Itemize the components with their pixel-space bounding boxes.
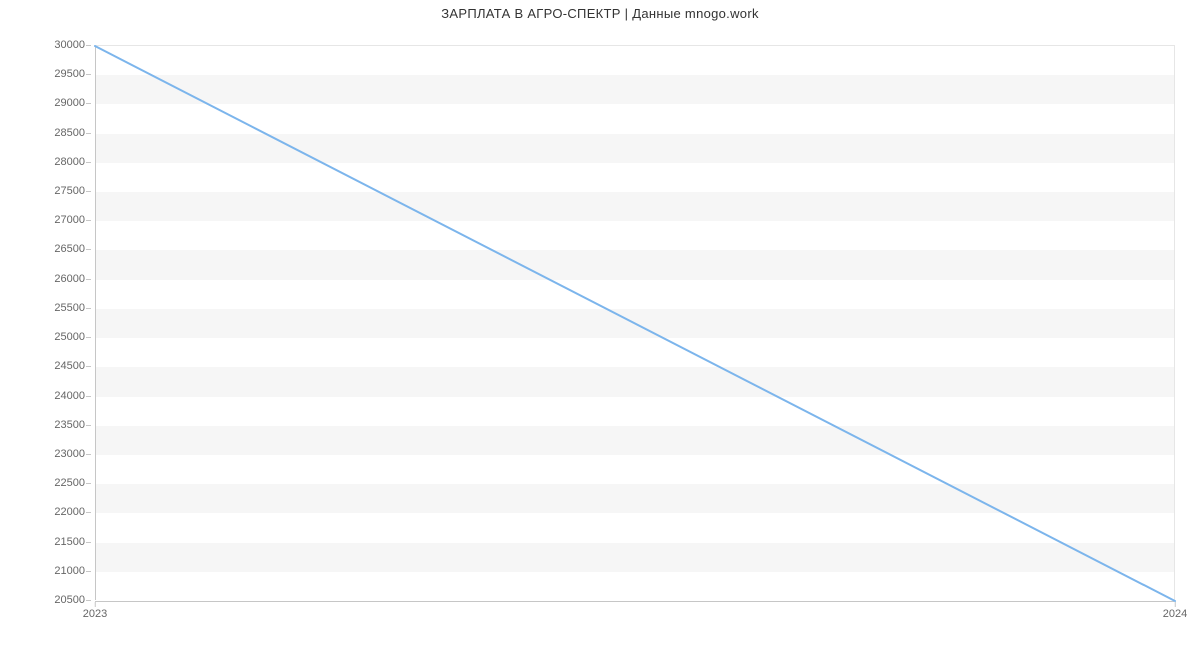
y-tick: 25500 [0, 302, 85, 314]
y-tick: 22500 [0, 477, 85, 489]
y-tick: 21000 [0, 565, 85, 577]
x-axis-line [95, 601, 1174, 602]
y-tick-label: 25500 [54, 302, 85, 314]
y-tick-label: 22000 [54, 506, 85, 518]
y-tick: 28500 [0, 127, 85, 139]
line-series [95, 46, 1175, 601]
y-tick-label: 30000 [54, 39, 85, 51]
y-tick-label: 24000 [54, 390, 85, 402]
y-tick-label: 29500 [54, 68, 85, 80]
y-tick-label: 28500 [54, 127, 85, 139]
salary-line-chart: ЗАРПЛАТА В АГРО-СПЕКТР | Данные mnogo.wo… [0, 0, 1200, 650]
x-tick: 2023 [83, 608, 107, 620]
plot-area [95, 45, 1175, 600]
y-tick: 24500 [0, 360, 85, 372]
y-tick-label: 22500 [54, 477, 85, 489]
y-tick: 29500 [0, 68, 85, 80]
y-tick-label: 23000 [54, 448, 85, 460]
y-tick: 27500 [0, 185, 85, 197]
y-tick-label: 26000 [54, 273, 85, 285]
y-tick-label: 25000 [54, 331, 85, 343]
y-tick: 22000 [0, 506, 85, 518]
y-tick: 21500 [0, 536, 85, 548]
y-tick-label: 20500 [54, 594, 85, 606]
chart-title: ЗАРПЛАТА В АГРО-СПЕКТР | Данные mnogo.wo… [0, 6, 1200, 21]
y-tick: 29000 [0, 97, 85, 109]
y-tick-label: 24500 [54, 360, 85, 372]
y-tick-label: 28000 [54, 156, 85, 168]
y-tick-label: 26500 [54, 243, 85, 255]
y-tick: 23000 [0, 448, 85, 460]
y-tick: 25000 [0, 331, 85, 343]
y-tick: 23500 [0, 419, 85, 431]
y-tick: 26000 [0, 273, 85, 285]
y-tick-label: 29000 [54, 97, 85, 109]
series-line [95, 46, 1175, 601]
y-tick-label: 27000 [54, 214, 85, 226]
y-tick-label: 21000 [54, 565, 85, 577]
y-tick-label: 27500 [54, 185, 85, 197]
y-tick: 24000 [0, 390, 85, 402]
y-tick-label: 23500 [54, 419, 85, 431]
y-tick: 20500 [0, 594, 85, 606]
x-tick-label: 2024 [1163, 608, 1187, 620]
x-tick: 2024 [1163, 608, 1187, 620]
x-tick-label: 2023 [83, 608, 107, 620]
y-tick: 28000 [0, 156, 85, 168]
y-tick: 26500 [0, 243, 85, 255]
y-tick-label: 21500 [54, 536, 85, 548]
y-tick: 30000 [0, 39, 85, 51]
y-tick: 27000 [0, 214, 85, 226]
